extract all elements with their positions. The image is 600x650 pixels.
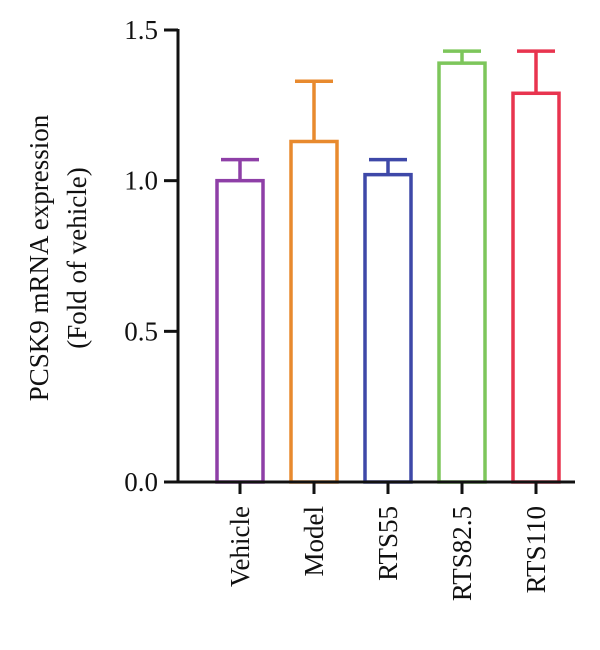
x-tick-label-rts55: RTS55 xyxy=(373,506,403,581)
y-tick-label-3: 1.5 xyxy=(124,15,158,45)
x-tick-label-model: Model xyxy=(299,506,329,577)
bars-layer xyxy=(215,49,561,484)
x-tick-label-rts82-5: RTS82.5 xyxy=(447,506,477,601)
y-axis-title-line-2: (Fold of vehicle) xyxy=(62,167,92,348)
bar-rts110 xyxy=(511,91,561,484)
bar-vehicle xyxy=(215,178,265,484)
y-tick-label-1: 0.5 xyxy=(124,316,158,346)
y-tick-label-2: 1.0 xyxy=(124,166,158,196)
y-axis-title: PCSK9 mRNA expression (Fold of vehicle) xyxy=(24,114,92,401)
bar-rts55 xyxy=(363,172,413,484)
y-axis-title-line-1: PCSK9 mRNA expression xyxy=(24,114,54,401)
x-tick-label-vehicle: Vehicle xyxy=(225,506,255,587)
x-tick-label-rts110: RTS110 xyxy=(521,506,551,593)
bar-model xyxy=(289,139,339,484)
y-tick-label-0: 0.0 xyxy=(124,467,158,497)
bar-rts82-5 xyxy=(437,61,487,484)
axes-layer: Vehicle Model RTS55 RTS82.5 RTS110 0.0 0.5 1.0 1… xyxy=(124,15,575,601)
